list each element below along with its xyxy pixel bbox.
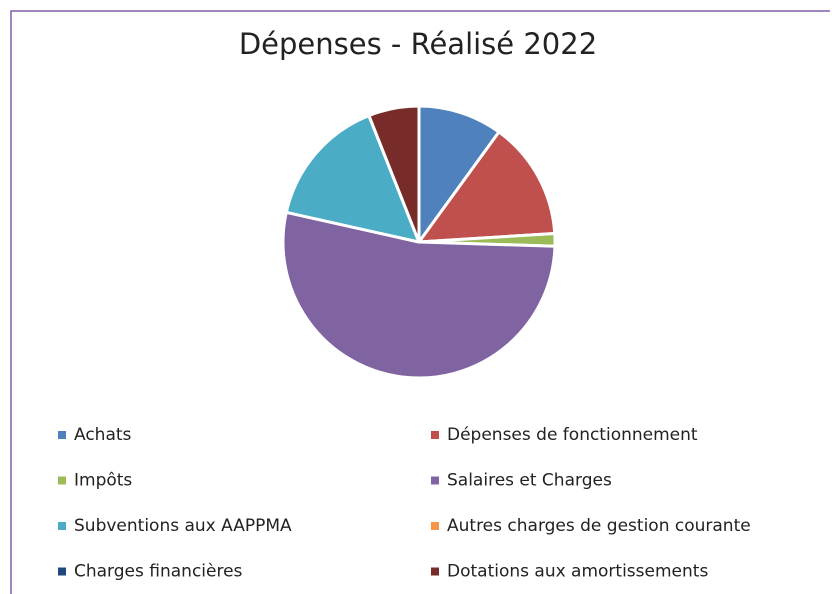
legend-label: Subventions aux AAPPMA [74,516,292,536]
legend-label: Impôts [74,471,132,491]
legend-label: Dotations aux amortissements [447,562,708,582]
chart-border [10,10,830,594]
legend-swatch [58,522,66,530]
legend-swatch [431,476,439,485]
legend-swatch [431,431,439,439]
pie-slice [417,130,557,244]
legend-swatch [431,567,439,576]
chart-title: Dépenses - Réalisé 2022 [239,27,597,61]
pie-slice [284,114,421,244]
legend-label: Salaires et Charges [447,471,612,491]
legend-label: Charges financières [74,562,243,582]
legend-swatch [58,567,66,576]
legend-label: Autres charges de gestion courante [447,516,751,536]
pie-slice [367,104,421,244]
legend-swatch [58,431,66,439]
legend-label: Dépenses de fonctionnement [447,425,698,445]
pie-slice [281,210,557,380]
legend-label: Achats [74,425,132,445]
legend-swatch [431,522,439,530]
legend-swatch [58,476,66,485]
pie-slice [417,104,501,244]
